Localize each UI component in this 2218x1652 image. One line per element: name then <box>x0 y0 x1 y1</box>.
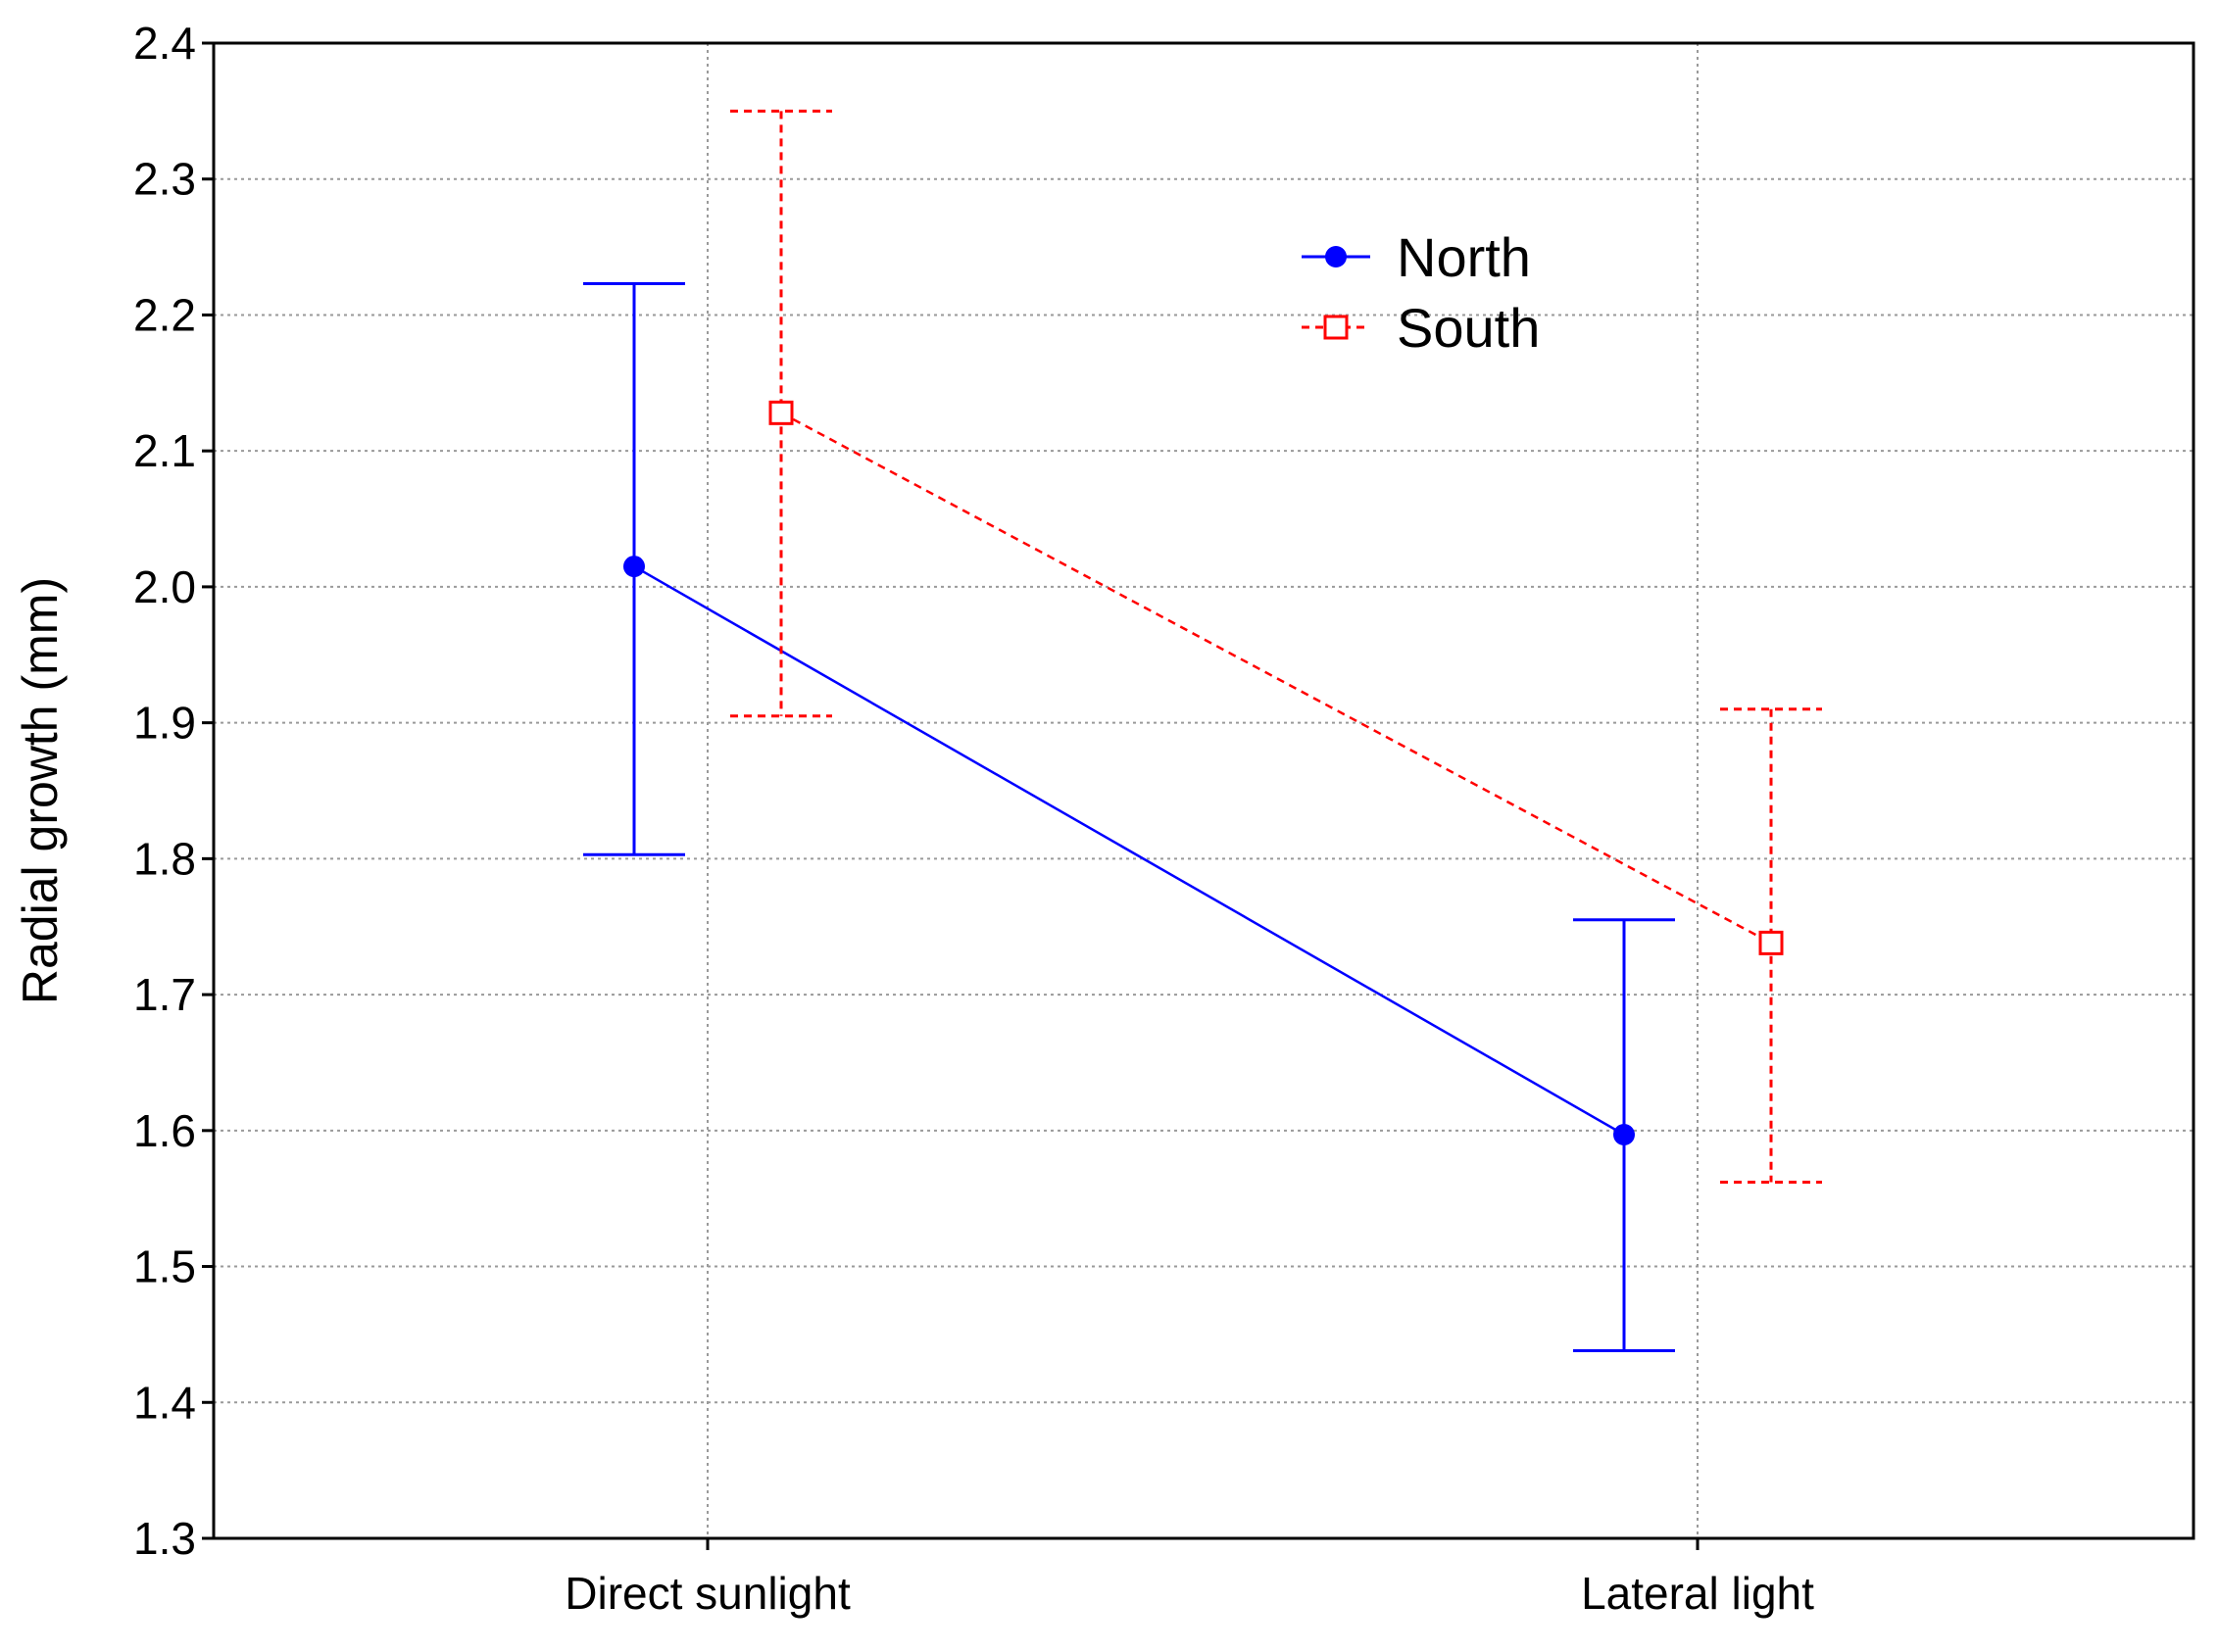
y-tick-label: 2.2 <box>133 289 196 340</box>
legend-marker <box>1325 246 1347 267</box>
y-tick-label: 1.6 <box>133 1105 196 1156</box>
series-line-south <box>780 412 1772 945</box>
plot-area-frame <box>212 41 2195 1540</box>
y-tick-label: 1.3 <box>133 1513 196 1564</box>
x-tick-label: Lateral light <box>1581 1568 1814 1619</box>
data-point <box>623 556 645 578</box>
legend-label-south: South <box>1397 297 1540 359</box>
data-point <box>1758 930 1784 955</box>
series-layer <box>583 109 1822 1353</box>
y-axis-ticks: 1.3 1.4 1.5 1.6 1.7 1.8 1.9 2.0 2.1 2.2 2.3 2.4 <box>133 18 214 1564</box>
y-tick-label: 1.5 <box>133 1241 196 1292</box>
y-tick-label: 2.4 <box>133 18 196 69</box>
x-axis-ticks: Direct sunlight Lateral light <box>565 1538 1814 1619</box>
y-axis-label: Radial growth (mm) <box>13 577 68 1004</box>
y-tick-label: 2.1 <box>133 425 196 476</box>
grid <box>214 43 2193 1538</box>
legend: North South <box>1302 226 1540 359</box>
data-point <box>1613 1123 1635 1145</box>
y-tick-label: 1.9 <box>133 698 196 749</box>
y-tick-label: 2.0 <box>133 561 196 612</box>
data-point <box>768 400 794 425</box>
y-tick-label: 1.4 <box>133 1377 196 1428</box>
legend-marker <box>1323 315 1349 340</box>
y-tick-label: 1.8 <box>133 833 196 884</box>
series-line-north <box>633 565 1625 1137</box>
y-tick-label: 2.3 <box>133 154 196 205</box>
y-tick-label: 1.7 <box>133 969 196 1020</box>
series-north <box>583 282 1675 1353</box>
series-south <box>730 109 1822 1185</box>
x-tick-label: Direct sunlight <box>565 1568 851 1619</box>
legend-label-north: North <box>1397 226 1531 288</box>
